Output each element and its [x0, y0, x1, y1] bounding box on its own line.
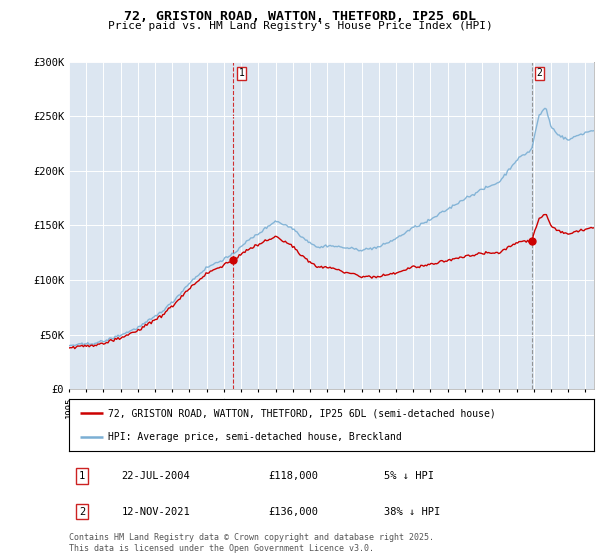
Text: £136,000: £136,000	[269, 507, 319, 517]
Text: HPI: Average price, semi-detached house, Breckland: HPI: Average price, semi-detached house,…	[109, 432, 402, 442]
Text: 22-JUL-2004: 22-JUL-2004	[121, 471, 190, 481]
Text: 38% ↓ HPI: 38% ↓ HPI	[384, 507, 440, 517]
Text: 5% ↓ HPI: 5% ↓ HPI	[384, 471, 434, 481]
Text: 72, GRISTON ROAD, WATTON, THETFORD, IP25 6DL: 72, GRISTON ROAD, WATTON, THETFORD, IP25…	[124, 10, 476, 23]
Text: £118,000: £118,000	[269, 471, 319, 481]
Text: Contains HM Land Registry data © Crown copyright and database right 2025.
This d: Contains HM Land Registry data © Crown c…	[69, 533, 434, 553]
Text: 12-NOV-2021: 12-NOV-2021	[121, 507, 190, 517]
Text: 2: 2	[79, 507, 85, 517]
Text: 2: 2	[536, 68, 542, 78]
Text: 1: 1	[79, 471, 85, 481]
Text: 72, GRISTON ROAD, WATTON, THETFORD, IP25 6DL (semi-detached house): 72, GRISTON ROAD, WATTON, THETFORD, IP25…	[109, 408, 496, 418]
Text: 1: 1	[239, 68, 244, 78]
Text: Price paid vs. HM Land Registry's House Price Index (HPI): Price paid vs. HM Land Registry's House …	[107, 21, 493, 31]
